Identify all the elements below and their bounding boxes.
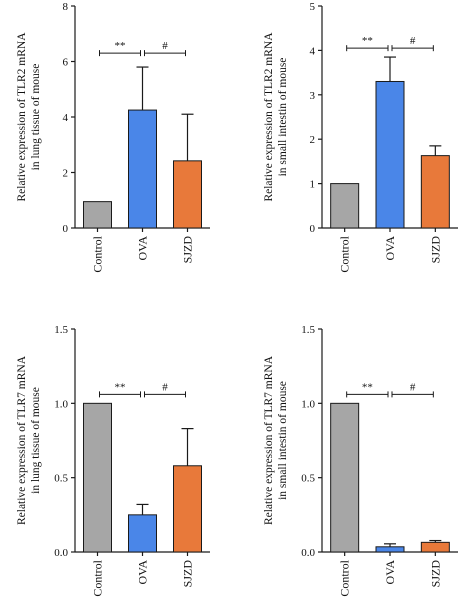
y-axis-label: Relative expression of TLR7 mRNA <box>263 355 275 525</box>
x-tick-label: OVA <box>383 560 397 585</box>
x-tick-label: OVA <box>136 560 150 585</box>
chart-panel-3: 0.0 0.5 1.0 1.5 Relative expression of TLR7 … <box>16 324 210 597</box>
significance-label: ** <box>362 35 373 47</box>
bar-ova <box>375 546 405 553</box>
bar-sjzd <box>173 160 202 229</box>
y-tick-label: 2 <box>63 168 69 180</box>
y-tick-label: 5 <box>310 1 316 13</box>
y-tick-label: 8 <box>63 1 69 13</box>
significance-label: # <box>162 381 168 393</box>
bar-sjzd <box>173 465 202 553</box>
x-tick-label: Control <box>338 559 352 596</box>
y-axis-label: Relative expression of TLR7 mRNA <box>16 355 28 525</box>
significance-label: # <box>410 35 416 47</box>
y-tick-label: 1.5 <box>301 324 315 336</box>
y-tick-label: 0 <box>63 223 69 235</box>
y-tick-label: 6 <box>63 57 69 69</box>
bar-control <box>83 201 112 229</box>
chart-panel-2: 0 1 2 3 4 5 Relative expression of TLR2 mRNA in… <box>263 1 458 273</box>
x-tick-label: SJZD <box>181 236 195 264</box>
significance-label: ** <box>115 40 126 52</box>
significance-label: ** <box>115 381 126 393</box>
significance-label: # <box>162 40 168 52</box>
y-axis-label: in lung tissue of mouse <box>30 64 42 171</box>
significance-label: ** <box>362 381 373 393</box>
y-tick-label: 0.0 <box>54 547 68 559</box>
y-tick-label: 1 <box>310 179 316 191</box>
y-tick-label: 1.0 <box>301 398 315 410</box>
y-tick-label: 0.0 <box>301 547 315 559</box>
y-tick-label: 2 <box>310 134 316 146</box>
x-tick-label: Control <box>338 235 352 272</box>
significance-label: # <box>410 381 416 393</box>
y-tick-label: 0 <box>310 223 316 235</box>
bar-control <box>83 402 112 553</box>
bar-ova <box>128 514 157 553</box>
y-tick-label: 0.5 <box>54 473 68 485</box>
y-tick-label: 1.5 <box>54 324 68 336</box>
y-axis-label: in lung tissue of mouse <box>30 387 42 494</box>
x-tick-label: SJZD <box>428 236 442 264</box>
bar-sjzd <box>420 155 450 229</box>
x-tick-label: Control <box>91 235 105 272</box>
y-axis-label: Relative expression of TLR2 mRNA <box>16 32 28 202</box>
y-axis-label: in small intestin of mouse <box>277 58 289 177</box>
y-axis-label: Relative expression of TLR2 mRNA <box>263 32 275 202</box>
y-axis-label: in small intestin of mouse <box>277 381 289 500</box>
x-tick-label: SJZD <box>428 560 442 588</box>
x-tick-label: SJZD <box>181 560 195 588</box>
bar-ova <box>128 109 157 229</box>
y-tick-label: 1.0 <box>54 398 68 410</box>
x-tick-label: OVA <box>383 236 397 261</box>
x-tick-label: Control <box>91 559 105 596</box>
x-tick-label: OVA <box>136 236 150 261</box>
y-tick-label: 3 <box>310 90 316 102</box>
y-tick-label: 4 <box>310 45 316 57</box>
bar-ova <box>375 80 405 229</box>
chart-panel-4: 0.0 0.5 1.0 1.5 Relative expression of TLR7 … <box>263 324 458 597</box>
y-tick-label: 0.5 <box>301 473 315 485</box>
bar-control <box>330 402 360 553</box>
y-tick-label: 4 <box>63 112 69 124</box>
bar-control <box>330 183 360 229</box>
chart-panel-1: 0 2 4 6 8 Relative expression of TLR2 mRNA in … <box>16 1 210 273</box>
bar-sjzd <box>420 541 450 553</box>
